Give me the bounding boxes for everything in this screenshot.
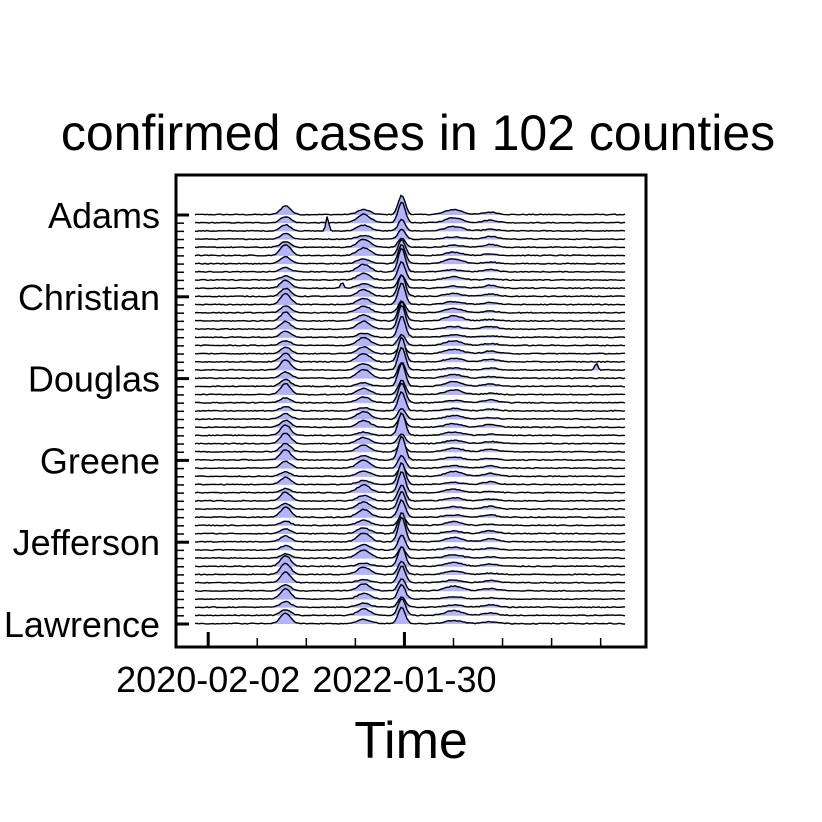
y-axis: Adams Christian Douglas Greene Jefferson Lawr… [4, 195, 189, 645]
ridge-line-17 [194, 333, 626, 347]
ridge-line-5 [194, 237, 626, 249]
ridge-line-47 [194, 578, 626, 593]
ridge-area-29 [195, 433, 626, 444]
ridge-line-36 [194, 484, 626, 503]
x-tick-label: 2020-02-02 [116, 659, 300, 700]
ridge-area-20 [195, 347, 626, 371]
ridge-line-42 [194, 534, 626, 552]
ridge-line-15 [194, 304, 625, 331]
ridge-line-28 [194, 411, 625, 437]
ridge-area-19 [195, 337, 626, 363]
ridge-line-30 [194, 441, 626, 453]
ridge-line-45 [195, 560, 626, 576]
ridge-area-3 [195, 216, 626, 232]
ridge-line-11 [194, 274, 625, 298]
ridge-line-3 [194, 216, 626, 233]
ridge-line-51 [194, 606, 625, 625]
ridge-line-19 [195, 336, 626, 363]
y-tick-label: Adams [48, 195, 160, 236]
ridge-line-24 [194, 382, 626, 404]
chart-title: confirmed cases in 102 counties [61, 105, 775, 161]
ridge-area-34 [195, 463, 626, 485]
ridge-area-28 [195, 413, 626, 436]
ridge-area-15 [195, 305, 626, 330]
ridge-area-22 [195, 363, 626, 387]
ridge-line-18 [194, 342, 626, 355]
ridge-area-31 [195, 436, 626, 461]
ridge-line-8 [194, 247, 626, 273]
ridge-line-21 [194, 362, 626, 380]
ridge-area-10 [195, 275, 626, 289]
ridge-line-16 [194, 315, 626, 339]
ridge-line-23 [194, 379, 626, 396]
ridge-line-49 [194, 596, 626, 609]
y-tick-label: Christian [18, 277, 160, 318]
ridge-area-1 [195, 195, 626, 215]
ridge-area-41 [195, 517, 626, 543]
ridge-line-10 [194, 274, 626, 290]
ridge-line-20 [195, 346, 626, 372]
ridge-line-1 [194, 194, 626, 216]
ridge-area-42 [195, 535, 626, 551]
ridge-line-39 [194, 515, 625, 527]
x-tick-label: 2022-01-30 [312, 659, 496, 700]
ridge-line-9 [194, 260, 626, 282]
ridge-line-34 [194, 461, 626, 486]
ridge-line-6 [194, 238, 626, 257]
ridge-line-22 [194, 362, 626, 388]
ridge-line-44 [194, 546, 626, 568]
ridge-line-40 [194, 512, 626, 535]
ridge-line-27 [194, 414, 626, 429]
ridge-line-43 [195, 546, 626, 560]
ridge-line-31 [194, 435, 626, 462]
ridge-line-7 [194, 243, 626, 265]
y-tick-label: Jefferson [13, 522, 160, 563]
y-tick-label: Lawrence [4, 604, 160, 645]
ridge-line-38 [194, 498, 626, 519]
x-axis: 2020-02-02 2022-01-30 [116, 632, 602, 700]
ridge-line-4 [194, 228, 626, 241]
y-tick-label: Douglas [28, 359, 160, 400]
ridge-line-46 [194, 565, 626, 584]
ridge-line-2 [194, 201, 626, 224]
ridge-line-33 [195, 465, 626, 478]
ridge-area-8 [195, 248, 626, 273]
ridge-line-35 [194, 471, 626, 494]
ridge-line-12 [194, 282, 626, 306]
ridge-line-13 [194, 300, 625, 314]
ridge-line-32 [195, 454, 626, 470]
ridge-series-group [194, 194, 626, 625]
ridge-area-23 [195, 380, 626, 395]
ridge-line-26 [194, 408, 626, 421]
y-tick-label: Greene [40, 440, 160, 481]
ridge-line-25 [194, 390, 626, 413]
x-axis-title: Time [354, 712, 468, 770]
ridge-area-45 [195, 561, 626, 575]
ridge-line-14 [194, 301, 625, 323]
ridge-line-29 [194, 432, 626, 445]
ridge-line-48 [195, 583, 626, 601]
ridge-line-50 [194, 598, 626, 617]
ridge-line-41 [194, 516, 626, 543]
ridge-area-32 [195, 455, 626, 469]
ridge-line-37 [194, 490, 626, 511]
